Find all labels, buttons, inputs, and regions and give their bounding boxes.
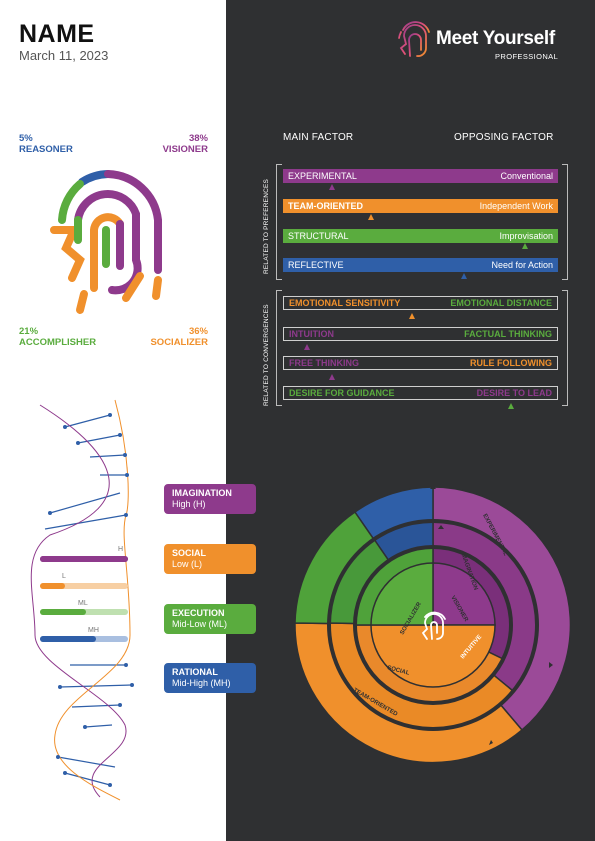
factor-marker [329,374,335,380]
wheel-markers [430,485,553,745]
card-level: High (H) [172,499,206,509]
factor-marker [521,243,528,249]
convergences-side-label: RELATED TO CONVERGENCES [263,304,270,406]
convergences-bracket-right [562,290,568,406]
opposing-factor-label: Need for Action [491,260,553,270]
card-imagination: IMAGINATION High (H) [164,484,256,514]
brand-title: Meet Yourself [436,28,555,49]
card-title: EXECUTION [172,608,225,618]
left-panel [0,0,226,841]
wheel-label-social: SOCIAL [386,665,410,677]
card-title: SOCIAL [172,548,207,558]
level-code: ML [78,600,88,607]
factor-bar-team-oriented: TEAM-ORIENTED Independent Work [283,199,558,213]
dna-helix-graphic [30,399,134,801]
main-factor-label: INTUITION [289,329,334,339]
main-factor-label: EXPERIMENTAL [288,171,357,181]
factor-bar-intuition: INTUITION FACTUAL THINKING [283,327,558,341]
factor-marker [304,344,311,350]
accomplisher-stat: 21% ACCOMPLISHER [19,326,96,348]
socializer-stat: 36% SOCIALIZER [140,326,208,348]
main-factor-label: DESIRE FOR GUIDANCE [289,388,395,398]
level-track-social [40,583,128,589]
reasoner-percent: 5% [19,133,33,144]
visioner-label: VISIONER [162,144,208,155]
level-code: H [118,546,124,553]
card-social: SOCIAL Low (L) [164,544,256,574]
factor-marker [461,273,467,279]
profile-wheel: VISIONER SOCIALIZER INTUITIVE IMAGINATIO… [294,485,572,764]
main-factor-label: FREE THINKING [289,358,360,368]
opposing-factor-label: RULE FOLLOWING [470,358,552,368]
main-factor-label: EMOTIONAL SENSITIVITY [289,298,401,308]
preferences-side-label: RELATED TO PREFERENCES [263,178,270,274]
socializer-percent: 36% [188,326,208,337]
opposing-factor-header: OPPOSING FACTOR [454,132,554,143]
card-rational: RATIONAL Mid-High (MH) [164,663,256,693]
level-code: MH [88,627,99,634]
visioner-stat: 38% VISIONER [140,133,208,155]
card-level: Mid-Low (ML) [172,619,228,629]
level-fill [40,583,65,589]
fingerprint-logo-icon [398,21,430,57]
preferences-bracket-right [562,164,568,280]
opposing-factor-label: EMOTIONAL DISTANCE [450,298,552,308]
socializer-label: SOCIALIZER [150,337,208,348]
factor-bar-thinking: FREE THINKING RULE FOLLOWING [283,356,558,370]
level-fill [40,556,128,562]
main-factor-label: REFLECTIVE [288,260,344,270]
person-name: NAME [19,20,95,48]
level-track-execution [40,609,128,615]
report-date: March 11, 2023 [19,48,109,63]
level-code: L [62,573,66,580]
card-title: RATIONAL [172,667,218,677]
factor-bar-emotional: EMOTIONAL SENSITIVITY EMOTIONAL DISTANCE [283,296,558,310]
factor-marker [367,214,374,220]
level-track-imagination [40,556,128,562]
main-factor-header: MAIN FACTOR [283,132,354,143]
level-fill [40,609,86,615]
factor-bar-structural: STRUCTURAL Improvisation [283,229,558,243]
convergences-bracket-left [276,290,282,406]
factor-marker [507,403,514,409]
profile-fingerprint-icon [50,170,162,314]
opposing-factor-label: Independent Work [479,201,553,211]
card-level: Mid-High (MH) [172,678,231,688]
opposing-factor-label: FACTUAL THINKING [464,329,552,339]
brand-logo: Meet Yourself PROFESSIONAL [395,18,575,64]
factor-bar-guidance: DESIRE FOR GUIDANCE DESIRE TO LEAD [283,386,558,400]
reasoner-label: REASONER [19,144,73,155]
card-title: IMAGINATION [172,488,232,498]
opposing-factor-label: Improvisation [499,231,553,241]
visioner-percent: 38% [188,133,208,144]
level-fill [40,636,97,642]
opposing-factor-label: DESIRE TO LEAD [476,388,552,398]
card-execution: EXECUTION Mid-Low (ML) [164,604,256,634]
main-factor-label: TEAM-ORIENTED [288,201,363,211]
accomplisher-percent: 21% [19,326,39,337]
reasoner-stat: 5% REASONER [19,133,73,155]
factor-bar-reflective: REFLECTIVE Need for Action [283,258,558,272]
factor-bar-experimental: EXPERIMENTAL Conventional [283,169,558,183]
accomplisher-label: ACCOMPLISHER [19,337,97,348]
factor-marker [329,184,335,190]
main-factor-label: STRUCTURAL [288,231,349,241]
factor-marker [408,313,415,319]
opposing-factor-label: Conventional [500,171,553,181]
wheel-fingerprint-icon [421,611,446,640]
level-track-rational [40,636,128,642]
card-level: Low (L) [172,559,203,569]
preferences-bracket-left [276,164,282,280]
brand-subtitle: PROFESSIONAL [495,52,559,61]
